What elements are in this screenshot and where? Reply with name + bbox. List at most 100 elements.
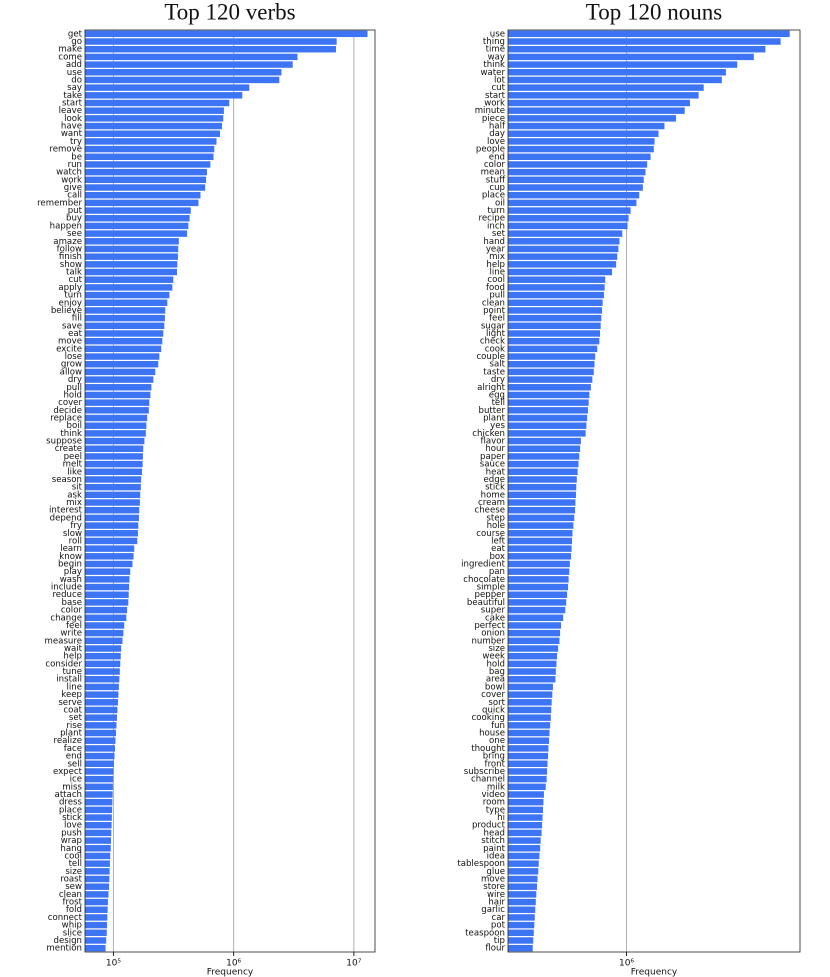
y-tick-label: day	[489, 129, 505, 139]
bar	[85, 291, 170, 299]
bar	[508, 391, 590, 399]
bar	[508, 683, 553, 691]
y-tick-label: half	[489, 122, 506, 132]
y-tick-label: push	[61, 828, 82, 838]
bar	[85, 268, 178, 276]
y-tick-label: coat	[63, 705, 82, 715]
bar	[85, 783, 113, 791]
bar	[85, 76, 280, 84]
y-tick-label: sit	[72, 483, 83, 493]
y-tick-label: place	[59, 805, 82, 815]
y-tick-label: salt	[489, 360, 505, 370]
bar	[508, 553, 572, 560]
bar	[85, 307, 166, 314]
bar	[508, 138, 655, 145]
bar	[508, 268, 613, 276]
bar	[508, 537, 572, 545]
y-tick-label: front	[485, 759, 506, 769]
bar	[508, 868, 539, 875]
y-tick-label: simple	[477, 583, 505, 593]
bar	[508, 384, 591, 391]
bar	[508, 122, 665, 130]
bar	[85, 407, 149, 414]
y-tick-label: hole	[487, 521, 505, 531]
y-tick-label: head	[484, 828, 505, 838]
y-tick-label: size	[488, 644, 505, 654]
y-tick-label: have	[61, 122, 82, 132]
y-tick-label: face	[64, 744, 82, 754]
bar	[508, 153, 651, 161]
bar	[508, 437, 581, 445]
y-tick-label: include	[51, 583, 82, 593]
y-tick-label: hand	[483, 237, 505, 247]
bar	[508, 491, 576, 499]
bar	[508, 568, 570, 575]
bar	[85, 261, 178, 268]
y-tick-label: love	[64, 821, 82, 831]
y-tick-label: plant	[483, 414, 506, 424]
y-tick-label: help	[486, 260, 505, 270]
bar	[508, 230, 623, 237]
bar	[508, 307, 603, 314]
y-tick-label: base	[62, 598, 83, 608]
y-tick-label: talk	[66, 268, 82, 278]
bar	[508, 906, 536, 913]
bar	[508, 691, 553, 698]
bar	[508, 92, 699, 99]
y-tick-label: excite	[56, 344, 82, 354]
bar	[508, 706, 552, 714]
bar	[508, 161, 648, 168]
bar	[508, 168, 646, 176]
bar	[85, 852, 111, 860]
bar	[508, 775, 547, 783]
y-tick-label: minute	[475, 106, 505, 116]
y-tick-label: connect	[48, 913, 83, 923]
y-tick-label: end	[66, 752, 82, 762]
bar	[85, 760, 114, 767]
bar	[85, 353, 160, 360]
bar	[85, 676, 120, 683]
y-tick-label: area	[486, 675, 505, 685]
bar	[508, 637, 560, 645]
y-tick-label: go	[71, 37, 82, 47]
y-tick-label: ingredient	[461, 559, 505, 569]
y-tick-label: begin	[58, 559, 82, 569]
y-tick-label: video	[482, 790, 505, 800]
y-tick-label: perfect	[474, 621, 505, 631]
bar	[508, 852, 540, 860]
y-tick-label: home	[481, 490, 505, 500]
bar	[85, 276, 174, 283]
y-tick-label: point	[483, 306, 506, 316]
bar	[508, 483, 577, 491]
y-tick-label: stuff	[486, 175, 506, 185]
bar	[508, 199, 637, 207]
y-tick-label: inch	[487, 221, 505, 231]
bar	[85, 483, 141, 491]
bar	[85, 791, 113, 798]
y-tick-label: give	[64, 183, 82, 193]
x-tick-label: 10⁶	[226, 959, 241, 969]
bar	[508, 191, 640, 199]
bar	[85, 576, 130, 583]
y-tick-label: ice	[70, 775, 82, 785]
y-tick-label: channel	[471, 775, 505, 785]
bar	[85, 814, 112, 821]
y-tick-label: come	[58, 52, 82, 62]
bar	[508, 399, 589, 406]
y-tick-label: hair	[488, 898, 505, 908]
y-tick-label: light	[486, 329, 506, 339]
y-tick-label: slow	[63, 529, 82, 539]
y-tick-label: happen	[50, 221, 82, 231]
bar	[85, 337, 163, 345]
y-tick-label: save	[62, 321, 82, 331]
bar	[85, 215, 190, 222]
y-tick-label: tip	[494, 936, 505, 946]
y-tick-label: people	[476, 145, 505, 155]
bar	[85, 207, 191, 214]
bar	[85, 668, 120, 675]
bar	[508, 745, 549, 752]
bar	[85, 115, 224, 122]
y-tick-label: clean	[482, 298, 505, 308]
y-tick-label: fry	[70, 521, 82, 531]
y-tick-label: cheese	[474, 506, 505, 516]
